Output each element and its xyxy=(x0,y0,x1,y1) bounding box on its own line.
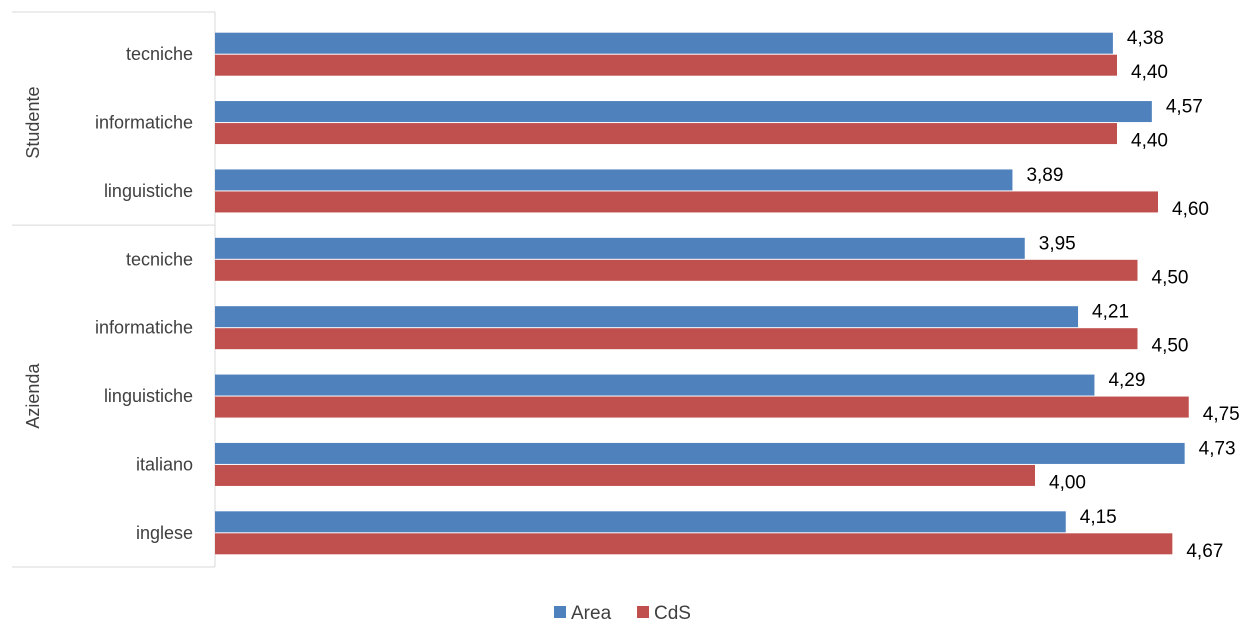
bar-area xyxy=(215,101,1152,123)
bar-area xyxy=(215,511,1066,533)
data-label: 4,50 xyxy=(1152,336,1189,357)
category-label: linguistiche xyxy=(104,181,193,201)
category-label: tecniche xyxy=(126,44,193,64)
data-label: 4,40 xyxy=(1131,62,1168,83)
category-label: informatiche xyxy=(95,113,193,133)
category-label: linguistiche xyxy=(104,386,193,406)
bar-area xyxy=(215,374,1095,396)
data-label: 4,38 xyxy=(1127,28,1164,49)
category-label: italiano xyxy=(136,454,193,474)
bar-cds xyxy=(215,464,1035,486)
bar-cds xyxy=(215,54,1117,76)
data-label: 3,89 xyxy=(1026,165,1063,186)
category-label: inglese xyxy=(136,523,193,543)
data-label: 4,29 xyxy=(1108,370,1145,391)
bar-area xyxy=(215,306,1079,328)
bar-cds xyxy=(215,533,1173,555)
data-label: 4,60 xyxy=(1172,199,1209,220)
bar-area xyxy=(215,442,1185,464)
data-label: 4,00 xyxy=(1049,472,1086,493)
data-label: 4,21 xyxy=(1092,302,1129,323)
group-label: Studente xyxy=(23,87,43,159)
data-label: 4,75 xyxy=(1203,404,1240,425)
bar-area xyxy=(215,32,1113,54)
legend-label: Area xyxy=(571,603,612,624)
bar-cds xyxy=(215,259,1138,281)
data-label: 4,50 xyxy=(1152,267,1189,288)
legend-label: CdS xyxy=(654,603,691,624)
data-label: 4,67 xyxy=(1186,541,1223,562)
bar-cds xyxy=(215,123,1117,145)
legend-swatch-cds xyxy=(637,606,649,618)
group-label: Azienda xyxy=(23,363,43,429)
category-label: tecniche xyxy=(126,249,193,269)
data-label: 4,73 xyxy=(1199,438,1236,459)
bar-cds xyxy=(215,396,1189,418)
bar-area xyxy=(215,237,1025,259)
data-label: 3,95 xyxy=(1039,233,1076,254)
bar-cds xyxy=(215,191,1158,213)
legend-swatch-area xyxy=(554,606,566,618)
data-label: 4,15 xyxy=(1080,507,1117,528)
data-label: 4,40 xyxy=(1131,131,1168,152)
category-label: informatiche xyxy=(95,318,193,338)
bar-cds xyxy=(215,328,1138,350)
data-label: 4,57 xyxy=(1166,97,1203,118)
bar-area xyxy=(215,169,1013,191)
